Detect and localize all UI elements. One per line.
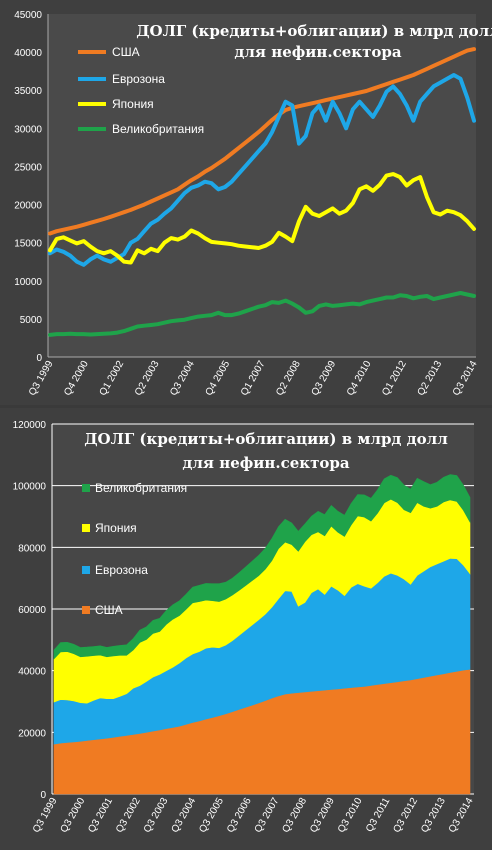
legend-label: США (95, 603, 123, 617)
line-chart: 0 5000 10000 15000 20000 25000 30000 35000 40000… (14, 10, 492, 398)
legend-swatch (82, 484, 90, 492)
x-tick-label: Q4 2005 (204, 359, 233, 398)
line-chart-panel: 0 5000 10000 15000 20000 25000 30000 35000 40000… (0, 0, 492, 405)
x-tick-label: Q1 2002 (98, 359, 127, 398)
legend-label: Еврозона (95, 563, 148, 577)
chart-title-line-2: для нефин.сектора (234, 43, 402, 61)
x-tick-label: Q3 2008 (280, 796, 309, 835)
y-tick-label: 45000 (14, 10, 42, 21)
chart-title-line-1: ДОЛГ (кредиты+облигации) в млрд долл (136, 22, 492, 40)
legend-label: Великобритания (95, 481, 187, 495)
y-tick-label: 60000 (18, 605, 46, 616)
area-3 (53, 474, 471, 660)
legend-label: Еврозона (112, 72, 165, 86)
y-tick-label: 120000 (13, 420, 47, 431)
y-tick-label: 0 (36, 353, 42, 364)
x-tick-label: Q2 2013 (416, 359, 445, 398)
x-tick-label: Q2 2003 (133, 359, 162, 398)
y-tick-label: 20000 (18, 728, 46, 739)
y-tick-label: 40000 (14, 48, 42, 59)
legend-swatch (82, 524, 90, 532)
y-tick-label: 100000 (13, 482, 47, 493)
x-tick-label: Q3 2011 (364, 796, 393, 834)
series-line-3 (48, 291, 476, 337)
x-tick-label: Q3 1999 (31, 796, 60, 835)
series-line-0 (48, 47, 476, 236)
x-tick-label: Q3 2014 (451, 359, 480, 398)
x-tick-label: Q4 2010 (345, 359, 374, 398)
x-tick-label: Q3 2014 (447, 796, 476, 835)
x-tick-label: Q3 2012 (391, 796, 420, 835)
x-tick-label: Q3 2004 (168, 359, 197, 398)
x-tick-label: Q3 2001 (86, 796, 115, 835)
chart-title-line-1: ДОЛГ (кредиты+облигации) в млрд долл (84, 430, 448, 448)
chart-title-line-2: для нефин.сектора (182, 454, 350, 472)
x-tick-label: Q3 2004 (170, 796, 199, 835)
legend-label: Великобритания (112, 122, 204, 136)
y-tick-label: 15000 (14, 239, 42, 250)
x-tick-label: Q3 2009 (310, 359, 339, 398)
legend-swatch (82, 566, 90, 574)
x-tick-label: Q4 2000 (62, 359, 91, 398)
y-tick-label: 35000 (14, 86, 42, 97)
y-tick-label: 25000 (14, 162, 42, 173)
x-tick-label: Q3 2007 (253, 796, 282, 835)
x-tick-label: Q3 2009 (308, 796, 337, 835)
series-line-2 (48, 172, 476, 265)
stacked-area-chart: 0 20000 40000 60000 80000 100000 120000 Q3 1999… (13, 420, 476, 835)
x-tick-label: Q2 2008 (274, 359, 303, 398)
x-tick-label: Q3 2000 (59, 796, 88, 835)
x-tick-label: Q3 2002 (114, 796, 143, 835)
legend-label: США (112, 45, 140, 59)
x-tick-label: Q3 2003 (142, 796, 171, 835)
x-tick-label: Q1 2007 (239, 359, 268, 398)
y-tick-label: 0 (40, 790, 46, 801)
y-tick-label: 30000 (14, 124, 42, 135)
x-tick-label: Q3 2006 (225, 796, 254, 835)
x-tick-label: Q1 2012 (380, 359, 409, 398)
y-tick-label: 10000 (14, 277, 42, 288)
y-tick-label: 5000 (20, 315, 43, 326)
stacked-area-chart-panel: 0 20000 40000 60000 80000 100000 120000 Q3 1999… (0, 408, 492, 850)
y-tick-label: 80000 (18, 543, 46, 554)
legend-swatch (82, 606, 90, 614)
x-tick-label: Q3 2010 (336, 796, 365, 835)
legend-label: Япония (95, 521, 137, 535)
x-tick-label: Q3 1999 (27, 359, 56, 398)
y-tick-label: 20000 (14, 201, 42, 212)
legend-label: Япония (112, 97, 154, 111)
x-tick-label: Q3 2013 (419, 796, 448, 835)
y-tick-label: 40000 (18, 667, 46, 678)
x-tick-label: Q3 2005 (197, 796, 226, 835)
